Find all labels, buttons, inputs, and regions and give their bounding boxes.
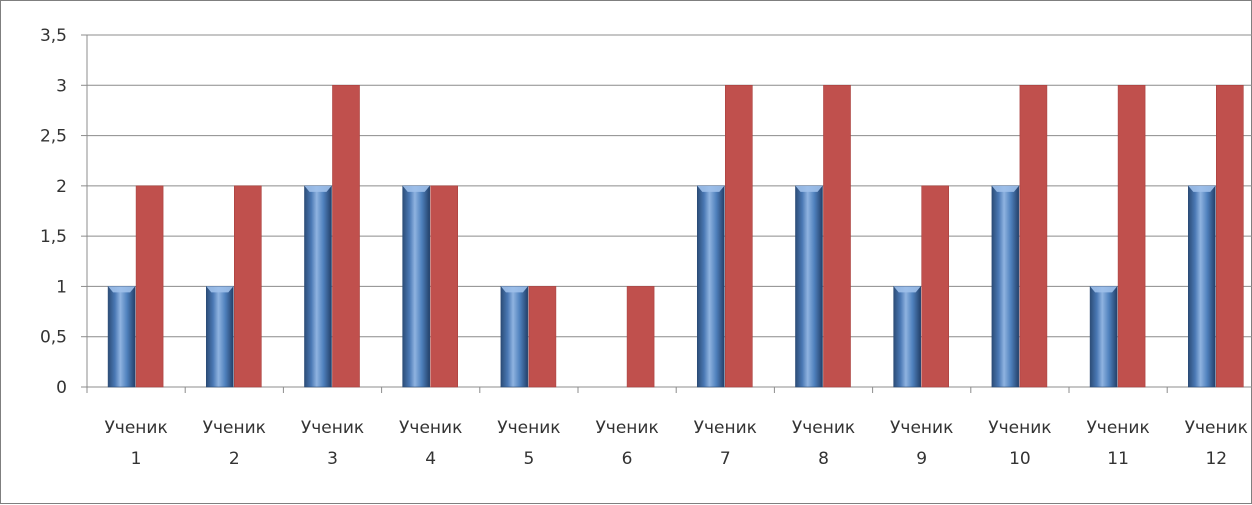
bar-series-1 <box>402 185 431 388</box>
x-tick-label: Ученик <box>595 418 658 438</box>
bar-series-2 <box>626 286 655 388</box>
x-tick-label-number: 7 <box>720 449 731 469</box>
x-tick-label-number: 2 <box>229 449 240 469</box>
y-tick-label: 3,5 <box>40 26 67 46</box>
bar-series-1 <box>107 286 136 388</box>
bar-bevel <box>402 185 430 192</box>
y-tick-label: 0 <box>56 378 67 398</box>
bar-series-2 <box>823 84 851 388</box>
x-tick-label-number: 11 <box>1107 449 1129 469</box>
x-tick-label: Ученик <box>1185 418 1248 438</box>
x-tick-label-number: 3 <box>327 449 338 469</box>
y-tick-label: 2 <box>56 177 67 197</box>
bar-bevel <box>500 286 528 293</box>
bar-bevel <box>206 286 234 293</box>
bar-bevel <box>697 185 725 192</box>
y-tick-label: 3 <box>56 76 67 96</box>
bar-series-2 <box>332 84 360 388</box>
x-tick-label-number: 4 <box>425 449 436 469</box>
bar-series-1 <box>500 286 529 388</box>
axis-labels: 0 0,5 1 1,5 2 2,5 3 3,5 Ученик 1 Ученик 2 Ученик 3 Уче… <box>40 26 1248 469</box>
bar-series-2 <box>430 185 459 388</box>
axes <box>81 34 1252 393</box>
y-tick-label: 1,5 <box>40 227 67 247</box>
bar-series-1 <box>893 286 922 388</box>
bar-series-1 <box>304 185 332 388</box>
x-tick-label: Ученик <box>792 418 855 438</box>
x-tick-label-number: 1 <box>131 449 142 469</box>
bars <box>107 84 1244 388</box>
y-tick-label: 1 <box>56 277 67 297</box>
bar-bevel <box>1188 185 1216 192</box>
bar-bevel <box>1090 286 1118 293</box>
bar-bevel <box>304 185 332 192</box>
x-tick-label: Ученик <box>988 418 1051 438</box>
x-tick-label-number: 6 <box>622 449 633 469</box>
bar-series-1 <box>206 286 234 388</box>
x-tick-label-number: 5 <box>523 449 534 469</box>
x-tick-label-number: 9 <box>916 449 927 469</box>
bar-bevel <box>893 286 921 293</box>
y-tick-label: 2,5 <box>40 127 67 147</box>
x-tick-label: Ученик <box>694 418 757 438</box>
x-tick-label: Ученик <box>399 418 462 438</box>
bar-series-2 <box>234 185 262 388</box>
x-tick-label: Ученик <box>301 418 364 438</box>
gridlines <box>87 34 1252 338</box>
bar-series-1 <box>1188 185 1216 388</box>
bar-series-2 <box>528 286 557 388</box>
bar-series-2 <box>1216 84 1244 388</box>
x-tick-label: Ученик <box>497 418 560 438</box>
bar-bevel <box>991 185 1019 192</box>
bar-series-2 <box>724 84 753 388</box>
x-tick-label-number: 12 <box>1205 449 1227 469</box>
bar-bevel <box>795 185 823 192</box>
bar-series-2 <box>921 185 950 388</box>
bar-series-1 <box>795 185 823 388</box>
y-tick-label: 0,5 <box>40 328 67 348</box>
x-tick-label-number: 10 <box>1009 449 1031 469</box>
x-tick-label-number: 8 <box>818 449 829 469</box>
bar-series-1 <box>696 185 725 388</box>
bar-series-2 <box>1117 84 1146 388</box>
x-tick-label: Ученик <box>890 418 953 438</box>
x-tick-label: Ученик <box>1086 418 1149 438</box>
x-tick-label: Ученик <box>104 418 167 438</box>
bar-series-1 <box>991 185 1020 388</box>
bar-series-2 <box>1019 84 1048 388</box>
x-tick-label: Ученик <box>203 418 266 438</box>
bar-series-1 <box>1089 286 1118 388</box>
bar-series-2 <box>135 185 164 388</box>
bar-bevel <box>108 286 136 293</box>
